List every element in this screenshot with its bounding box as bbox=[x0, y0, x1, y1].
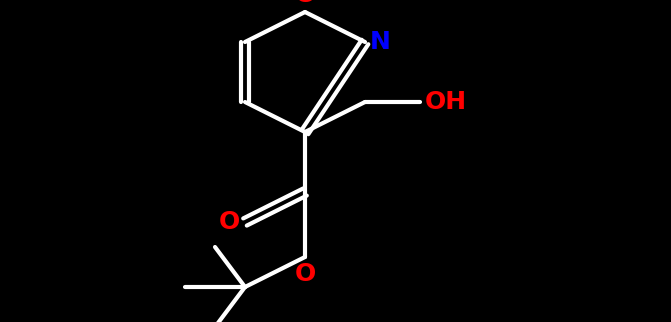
Text: O: O bbox=[295, 262, 315, 286]
Text: OH: OH bbox=[425, 90, 467, 114]
Text: N: N bbox=[370, 30, 391, 54]
Text: O: O bbox=[219, 210, 240, 234]
Text: O: O bbox=[295, 0, 315, 7]
